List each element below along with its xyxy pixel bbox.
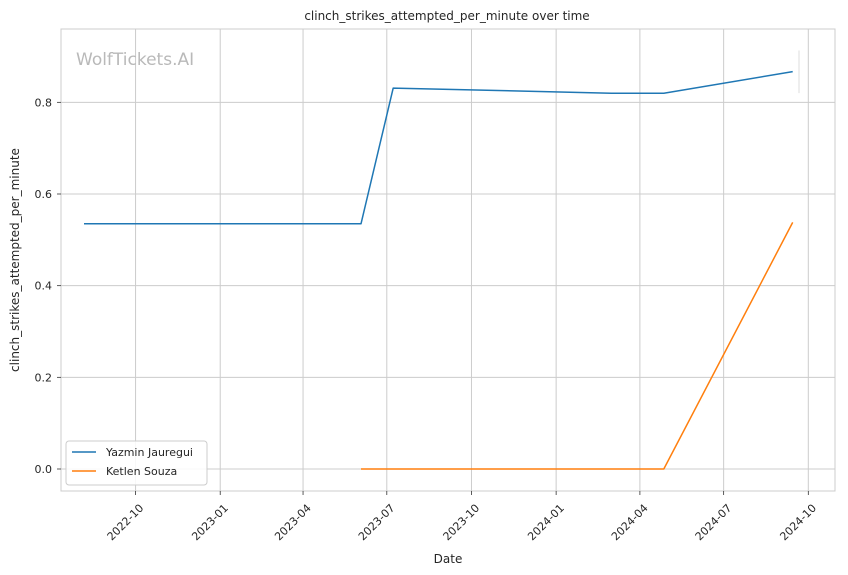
x-tick-label: 2023-07 (356, 502, 398, 544)
series-layer (84, 50, 800, 470)
y-tick-label: 0.4 (35, 280, 53, 293)
x-axis-ticks: 2022-10 2023-01 2023-04 2023-07 2023-10 2024-… (105, 491, 819, 543)
x-tick-label: 2022-10 (105, 502, 147, 544)
grid-lines (61, 29, 835, 491)
chart-title: clinch_strikes_attempted_per_minute over… (304, 9, 589, 23)
x-tick-label: 2023-04 (272, 502, 314, 544)
y-axis-label: clinch_strikes_attempted_per_minute (8, 148, 22, 372)
y-tick-label: 0.6 (35, 188, 53, 201)
x-tick-label: 2023-10 (441, 502, 483, 544)
y-tick-label: 0.2 (35, 371, 53, 384)
x-tick-label: 2024-07 (693, 502, 735, 544)
x-tick-label: 2024-10 (777, 502, 819, 544)
legend-label-ketlen-souza: Ketlen Souza (106, 465, 177, 478)
legend-label-yazmin-jauregui: Yazmin Jauregui (105, 446, 193, 459)
series-line-yazmin-jauregui (84, 70, 793, 225)
series-line-ketlen-souza (361, 222, 794, 470)
y-tick-label: 0.8 (35, 96, 53, 109)
x-tick-label: 2023-01 (189, 502, 231, 544)
x-tick-label: 2024-01 (525, 502, 567, 544)
legend-box (65, 440, 208, 486)
y-tick-label: 0.0 (35, 463, 53, 476)
x-axis-label: Date (434, 552, 463, 566)
x-tick-label: 2024-04 (609, 502, 651, 544)
watermark: WolfTickets.AI (76, 50, 194, 70)
plot-frame (60, 28, 836, 492)
legend: Yazmin Jauregui Ketlen Souza (65, 440, 208, 486)
y-axis-ticks: 0.0 0.2 0.4 0.6 0.8 (35, 96, 61, 476)
